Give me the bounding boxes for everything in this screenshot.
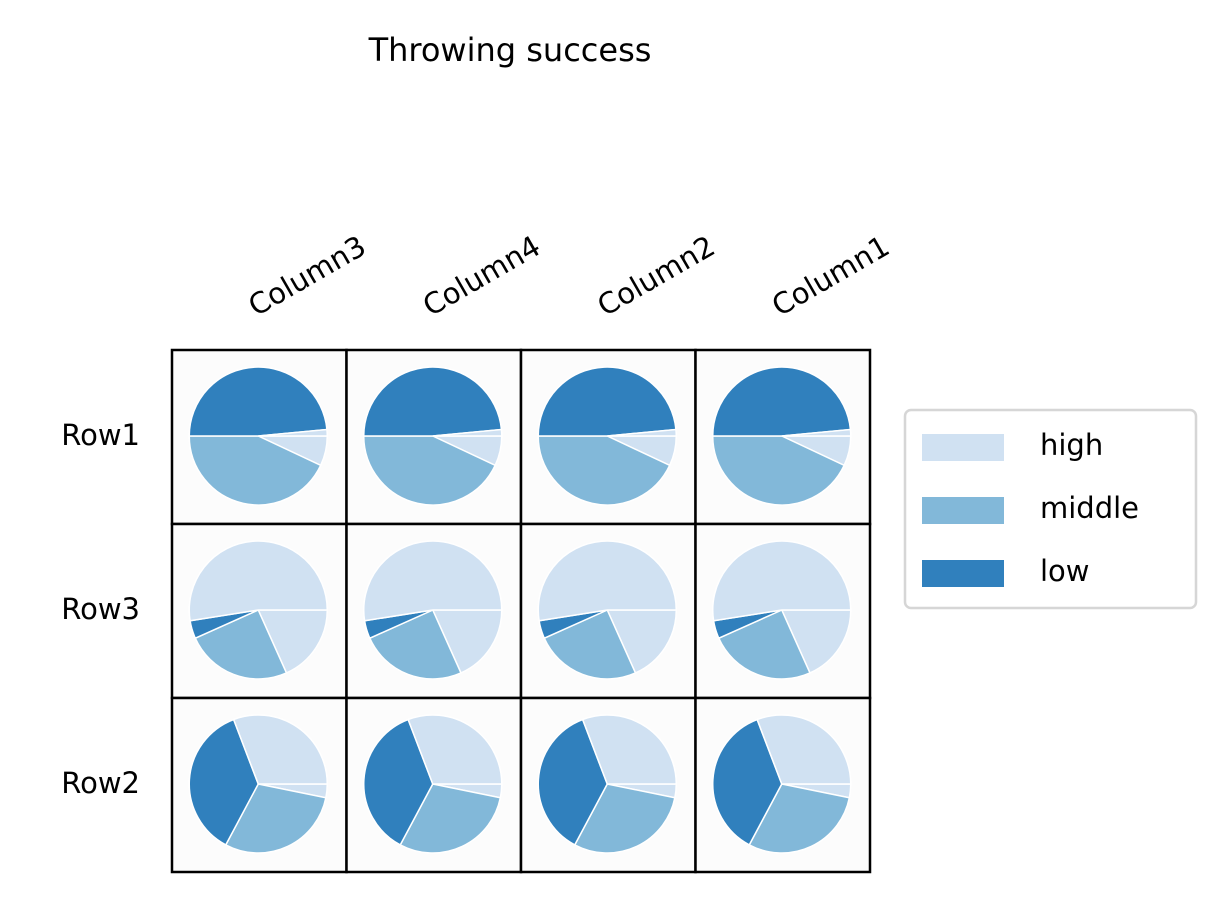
pie-wedge (537, 366, 677, 437)
legend-swatch (922, 560, 1004, 587)
column-label: Column4 (417, 229, 546, 323)
pie-wedge (711, 435, 846, 506)
pie-wedge (537, 435, 671, 506)
legend-swatch (922, 434, 1004, 461)
pie-wedge (581, 714, 678, 785)
pie-wedge (756, 714, 852, 785)
pie-wedge (188, 435, 322, 506)
pie-wedge (573, 783, 676, 854)
pie-wedge (431, 609, 503, 674)
pie-wedge (194, 609, 288, 680)
pie-wedge (607, 428, 678, 437)
pie-wedge (363, 718, 434, 846)
pie-wedge (232, 714, 329, 785)
pie-wedge (712, 718, 783, 846)
chart-title: Throwing success (368, 31, 652, 69)
legend-label: low (1040, 554, 1090, 588)
pie-wedge (543, 609, 637, 680)
pie-wedge (188, 718, 260, 846)
pie-wedge (712, 540, 852, 622)
pie-wedge (368, 609, 462, 680)
pie-wedge (399, 783, 502, 854)
pie-wedge (363, 540, 503, 622)
pie-wedge (432, 428, 503, 437)
pie-wedge (780, 609, 852, 674)
legend-label: middle (1040, 491, 1139, 525)
pie-wedge (224, 783, 327, 854)
pie-wedge (258, 428, 329, 437)
legend-swatch (922, 497, 1004, 524)
row-label: Row3 (61, 592, 140, 626)
pie-wedge (781, 428, 852, 437)
row-label: Row1 (61, 418, 140, 452)
pie-wedge (717, 609, 811, 680)
column-label: Column1 (766, 229, 895, 323)
pie-wedge (537, 540, 678, 622)
column-label: Column3 (243, 229, 372, 323)
legend-label: high (1040, 428, 1103, 462)
pie-wedge (362, 435, 497, 506)
pie-wedge (537, 718, 609, 846)
pie-wedge (748, 783, 851, 854)
row-label: Row2 (61, 766, 140, 800)
pie-wedge (188, 366, 328, 437)
pie-wedge (257, 609, 329, 674)
pie-wedge (407, 714, 503, 785)
pie-wedge (711, 366, 852, 437)
pie-wedge (362, 366, 503, 437)
pie-wedge (188, 540, 329, 622)
pie-wedge (606, 609, 678, 674)
column-label: Column2 (592, 229, 721, 323)
